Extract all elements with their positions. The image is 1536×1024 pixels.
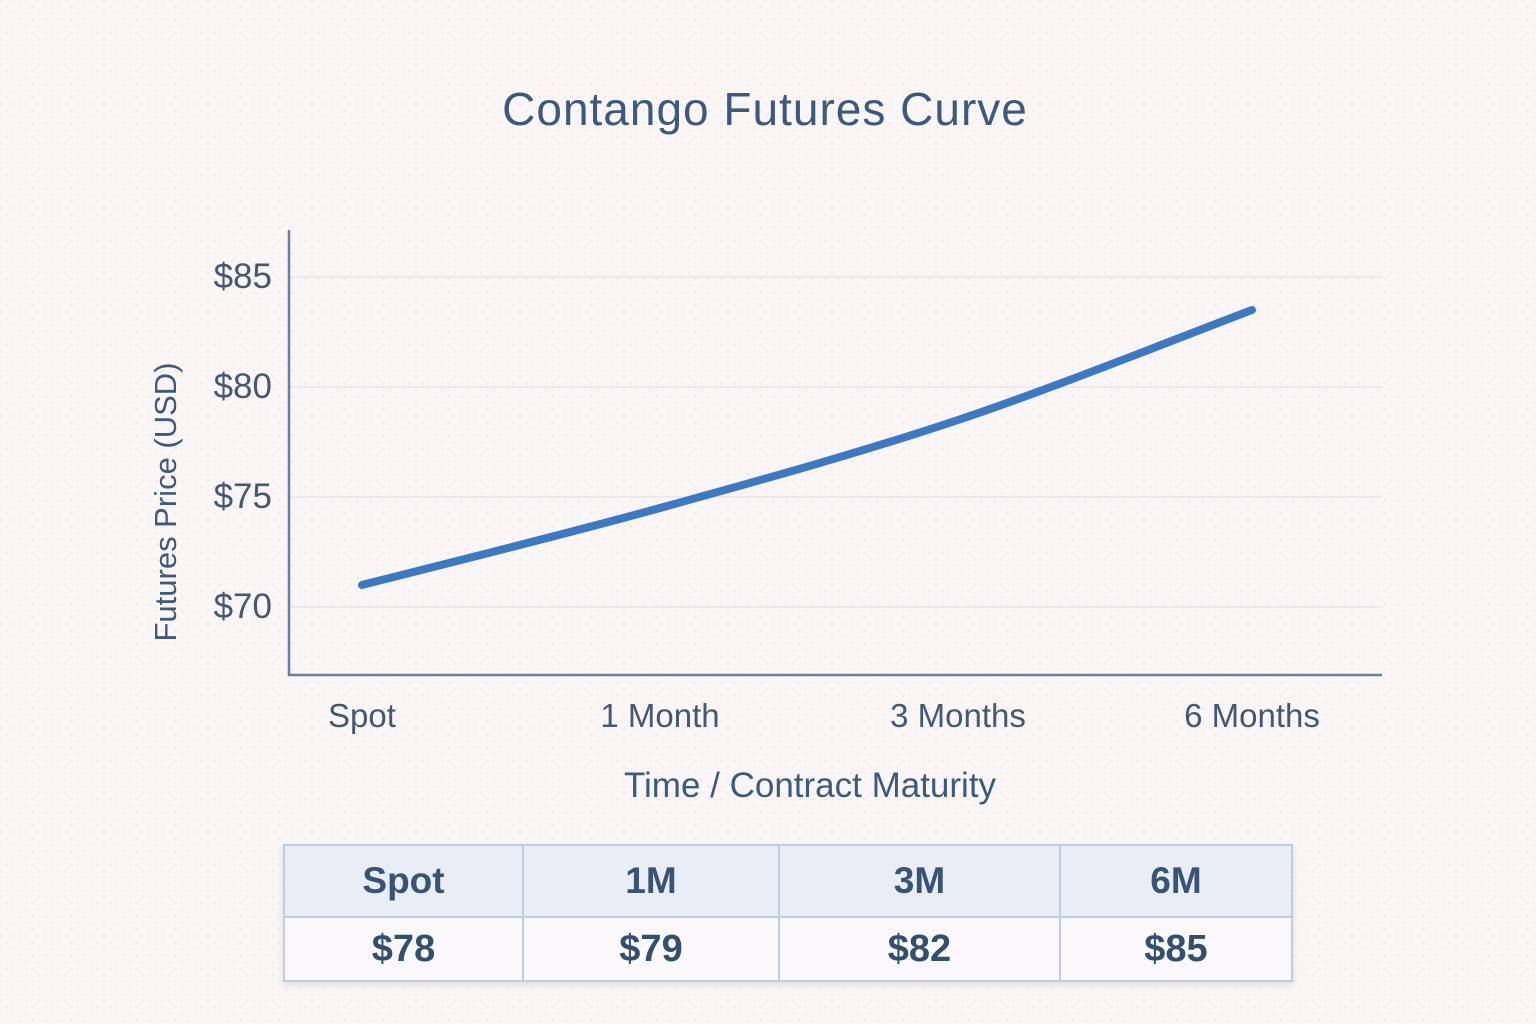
table-header-row: Spot 1M 3M 6M	[283, 844, 1294, 918]
table-value-3m: $82	[778, 916, 1061, 982]
table-header-1m: 1M	[522, 844, 780, 918]
y-tick-label-85: $85	[213, 257, 272, 296]
table-value-row: $78 $79 $82 $85	[283, 916, 1294, 982]
table-value-1m: $79	[522, 916, 780, 982]
y-tick-label-75: $75	[213, 477, 272, 516]
x-tick-3-months: 3 Months	[890, 697, 1026, 734]
chart-title: Contango Futures Curve	[502, 83, 1028, 135]
x-tick-6-months: 6 Months	[1184, 697, 1320, 734]
table-header-3m: 3M	[778, 844, 1061, 918]
table-header-6m: 6M	[1058, 844, 1294, 918]
gridlines	[289, 276, 1382, 608]
table-value-spot: $78	[283, 916, 524, 982]
table-header-spot: Spot	[283, 844, 524, 918]
y-tick-label-80: $80	[213, 367, 272, 406]
x-tick-1-month: 1 Month	[600, 697, 720, 734]
x-tick-spot: Spot	[328, 697, 396, 734]
futures-price-table: Spot 1M 3M 6M $78 $79 $82 $85	[283, 844, 1294, 982]
futures-curve-line	[358, 306, 1256, 589]
x-axis-title: Time / Contract Maturity	[623, 766, 997, 805]
table-value-6m: $85	[1058, 916, 1294, 982]
y-tick-label-70: $70	[213, 587, 272, 626]
